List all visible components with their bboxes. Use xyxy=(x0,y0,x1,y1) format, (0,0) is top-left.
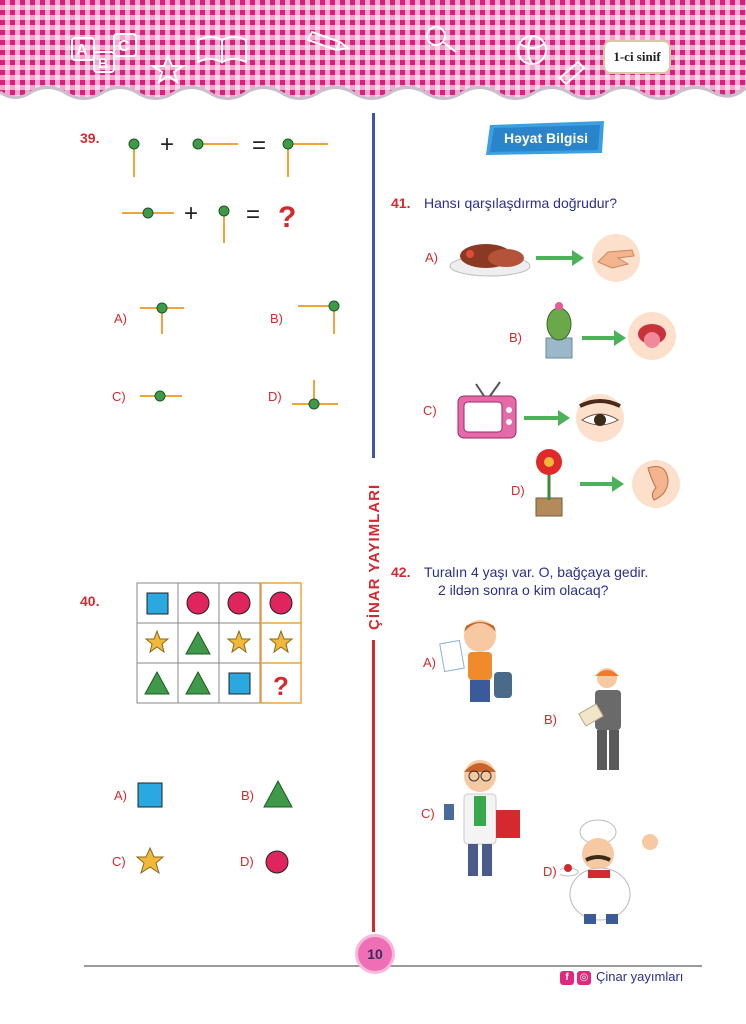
yellow-star xyxy=(226,629,252,654)
question-number-41: 41. xyxy=(391,195,411,211)
flower-icon xyxy=(535,449,563,517)
q41-option-d-label[interactable]: D) xyxy=(511,483,525,498)
cactus-icon xyxy=(545,302,573,359)
q42-option-b-label[interactable]: B) xyxy=(544,712,557,727)
pin-shape-right xyxy=(192,138,238,150)
q42-option-a-label[interactable]: A) xyxy=(423,655,436,670)
vertical-brand: ÇİNAR YAYIMLARI xyxy=(366,484,383,630)
blue-square xyxy=(228,672,251,695)
blue-square xyxy=(146,592,169,615)
column-divider-bottom xyxy=(372,640,375,932)
schoolboy-figure[interactable] xyxy=(436,612,520,708)
pin-shape-corner xyxy=(282,138,328,177)
q40-option-b-shape[interactable] xyxy=(262,778,294,810)
svg-text:C: C xyxy=(118,38,130,55)
q39-equations: + = + = ? xyxy=(122,131,328,243)
q39-option-d-label[interactable]: D) xyxy=(268,389,282,404)
q41-option-b-image[interactable] xyxy=(536,298,686,364)
q41-option-b-label[interactable]: B) xyxy=(509,330,522,345)
tongue-icon xyxy=(628,312,676,360)
question-42-text-line2: 2 ildən sonra o kim olacaq? xyxy=(438,582,609,598)
q41-option-c-image[interactable] xyxy=(454,380,634,446)
pen-icon xyxy=(558,60,586,86)
q42-option-c-label[interactable]: C) xyxy=(421,806,435,821)
svg-text:A: A xyxy=(76,42,88,59)
q39-option-b-shape[interactable] xyxy=(294,296,346,336)
plus-sign: + xyxy=(160,131,174,158)
arrow-icon xyxy=(524,410,570,426)
question-mark: ? xyxy=(273,671,289,701)
architect-figure[interactable] xyxy=(573,664,645,774)
globe-icon xyxy=(517,35,547,65)
q41-option-a-image[interactable] xyxy=(446,230,646,286)
arrow-icon xyxy=(580,476,624,492)
page-header: A B C xyxy=(0,0,746,110)
q41-option-a-label[interactable]: A) xyxy=(425,250,438,265)
eye-icon xyxy=(576,394,624,442)
red-circle xyxy=(269,591,293,615)
q40-option-d-label[interactable]: D) xyxy=(240,854,254,869)
hand-icon xyxy=(592,234,640,282)
question-41-text: Hansı qarşılaşdırma doğrudur? xyxy=(424,195,617,211)
q42-option-d-label[interactable]: D) xyxy=(543,864,557,879)
q41-option-c-label[interactable]: C) xyxy=(423,403,437,418)
q39-option-a-label[interactable]: A) xyxy=(114,311,127,326)
q40-pattern-grid: ? xyxy=(136,582,302,704)
teacher-figure[interactable] xyxy=(440,754,526,880)
pin-shape-down xyxy=(218,205,230,243)
arrow-icon xyxy=(582,330,626,346)
green-triangle xyxy=(144,670,170,695)
question-number-39: 39. xyxy=(80,130,100,146)
vertical-brand-text: ÇİNAR YAYIMLARI xyxy=(366,484,383,630)
svg-text:B: B xyxy=(98,55,108,71)
green-triangle xyxy=(185,630,211,655)
q39-option-c-shape[interactable] xyxy=(136,386,188,406)
checkered-header-banner: A B C xyxy=(0,0,746,100)
arrow-icon xyxy=(536,250,584,266)
q40-option-a-label[interactable]: A) xyxy=(114,788,127,803)
q41-option-d-image[interactable] xyxy=(526,446,686,520)
question-number-40: 40. xyxy=(80,593,100,609)
equals-sign: = xyxy=(246,201,260,228)
question-mark: ? xyxy=(278,201,296,234)
column-divider-top xyxy=(372,113,375,458)
green-triangle xyxy=(185,670,211,695)
question-number-42: 42. xyxy=(391,564,411,580)
q40-option-a-shape[interactable] xyxy=(135,780,165,810)
q40-option-c-label[interactable]: C) xyxy=(112,854,126,869)
instagram-icon[interactable]: ◎ xyxy=(577,971,591,985)
chef-figure[interactable] xyxy=(560,818,670,926)
pencil-icon xyxy=(306,30,351,52)
facebook-icon[interactable]: f xyxy=(560,971,574,985)
q40-option-b-label[interactable]: B) xyxy=(241,788,254,803)
meat-plate-icon xyxy=(449,244,531,277)
question-42-text-line1: Turalın 4 yaşı var. O, bağçaya gedir. xyxy=(424,564,649,580)
q39-option-a-shape[interactable] xyxy=(136,298,188,338)
grade-label: 1-ci sinif xyxy=(603,40,671,74)
page-number: 10 xyxy=(355,934,395,974)
pin-shape-down xyxy=(128,138,140,177)
q39-option-b-label[interactable]: B) xyxy=(270,311,283,326)
abc-blocks-icon: A B C xyxy=(71,33,137,73)
television-icon xyxy=(457,381,517,439)
q39-option-d-shape[interactable] xyxy=(290,376,342,416)
q40-option-c-shape[interactable] xyxy=(135,846,165,876)
red-circle xyxy=(186,591,210,615)
yellow-star xyxy=(144,629,170,654)
star-icon xyxy=(149,53,187,85)
footer-line xyxy=(84,965,702,967)
yellow-star xyxy=(268,629,294,654)
plus-sign: + xyxy=(184,200,198,227)
footer-brand-text: Çinar yayımları xyxy=(596,969,684,984)
red-circle xyxy=(227,591,251,615)
pin-shape-horizontal xyxy=(122,207,174,219)
open-book-icon xyxy=(197,36,247,64)
q39-option-c-label[interactable]: C) xyxy=(112,389,126,404)
magnifier-icon xyxy=(426,26,457,53)
q40-option-d-shape[interactable] xyxy=(263,848,291,876)
subject-title: Həyat Bilgisi xyxy=(503,130,589,146)
subject-badge: Həyat Bilgisi xyxy=(484,121,608,155)
equals-sign: = xyxy=(252,132,266,159)
ear-icon xyxy=(632,460,680,508)
